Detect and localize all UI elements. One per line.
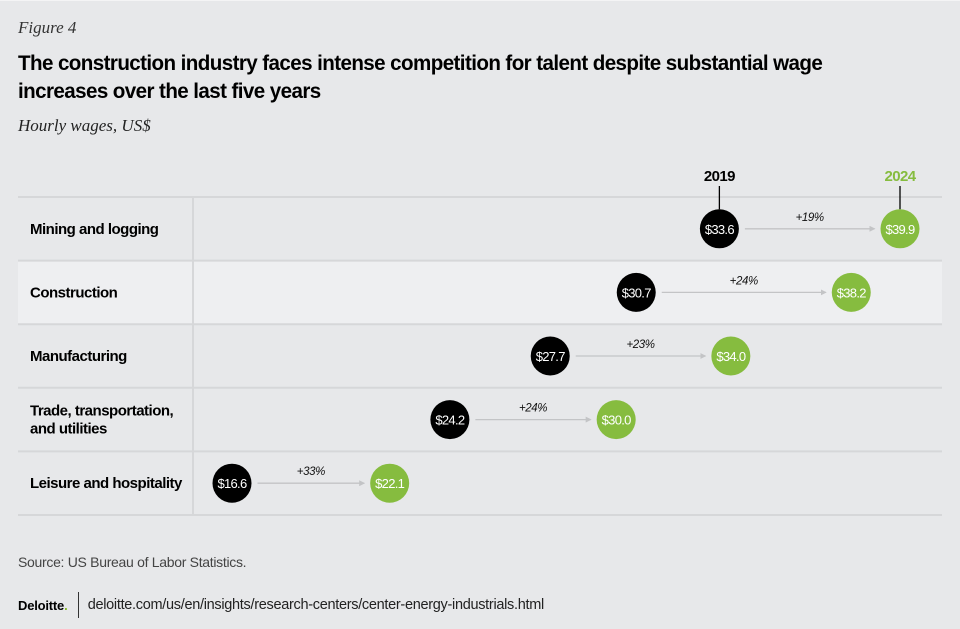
chart-subtitle: Hourly wages, US$: [18, 116, 151, 135]
value-label-2019: $24.2: [435, 413, 465, 428]
dot-2024: [880, 209, 920, 249]
value-label-2019: $16.6: [217, 476, 247, 491]
change-label: +23%: [626, 339, 654, 351]
value-label-2019: $30.7: [622, 285, 652, 300]
category-label: Manufacturing: [30, 348, 127, 365]
value-label-2024: $30.0: [602, 413, 632, 428]
dot-2019: [616, 272, 656, 312]
change-label: +33%: [297, 466, 325, 478]
footer: Deloitte. deloitte.com/us/en/insights/re…: [18, 592, 544, 618]
category-label: Trade, transportation, and utilities: [30, 403, 174, 438]
deloitte-logo: Deloitte: [18, 597, 65, 613]
value-label-2024: $34.0: [716, 349, 746, 364]
dot-2019: [699, 209, 739, 249]
value-label-2024: $39.9: [885, 222, 915, 237]
dot-2019: [212, 463, 252, 503]
logo-green-dot: .: [64, 597, 68, 613]
top-border: [0, 0, 960, 1]
category-label-line: Mining and logging: [30, 221, 159, 238]
category-label-line: Leisure and hospitality: [30, 475, 183, 492]
category-label: Mining and logging: [30, 221, 159, 238]
dot-2024: [370, 463, 410, 503]
category-label: Construction: [30, 284, 118, 301]
dumbbell-chart: Mining and logging Construction Manufactur…: [18, 168, 942, 516]
category-label-line: Manufacturing: [30, 348, 127, 365]
change-label: +24%: [519, 403, 547, 415]
legend-label-2024: 2024: [885, 168, 917, 185]
category-label-line: and utilities: [30, 421, 107, 438]
value-label-2019: $27.7: [536, 349, 566, 364]
dot-2024: [596, 400, 636, 440]
dot-2019: [530, 336, 570, 376]
chart-title: The construction industry faces intense …: [18, 52, 823, 103]
value-label-2019: $33.6: [705, 222, 735, 237]
dot-2024: [711, 336, 751, 376]
footer-divider: [77, 592, 79, 618]
figure-label: Figure 4: [18, 18, 77, 37]
change-label: +24%: [730, 275, 758, 287]
category-label-line: Construction: [30, 284, 118, 301]
change-label: +19%: [796, 212, 824, 224]
dot-2019: [430, 400, 470, 440]
dot-2024: [831, 272, 871, 312]
source-note: Source: US Bureau of Labor Statistics.: [18, 554, 247, 570]
category-label: Leisure and hospitality: [30, 475, 183, 492]
source-url[interactable]: deloitte.com/us/en/insights/research-cen…: [87, 597, 545, 613]
value-label-2024: $38.2: [837, 285, 867, 300]
value-label-2024: $22.1: [375, 476, 405, 491]
category-label-line: Trade, transportation,: [30, 403, 174, 420]
legend-label-2019: 2019: [704, 168, 735, 185]
